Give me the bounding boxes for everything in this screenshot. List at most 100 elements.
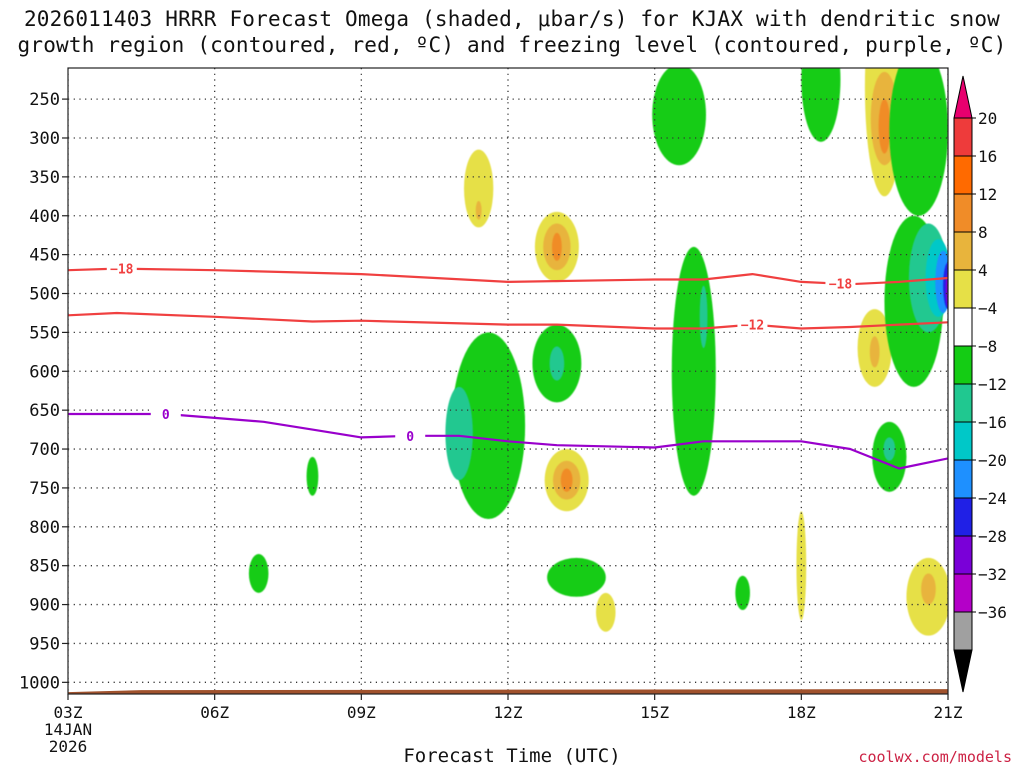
y-tick-label-650: 650 xyxy=(29,401,60,421)
colorbar-swatch-4 xyxy=(953,269,973,309)
colorbar-swatch-2 xyxy=(953,193,973,233)
colorbar-label-6: −8 xyxy=(978,337,997,356)
omega-region-21 xyxy=(652,68,706,166)
colorbar-swatch-1 xyxy=(953,155,973,195)
omega-region-7 xyxy=(878,99,891,154)
contour-label--12-0: −12 xyxy=(741,319,764,334)
colorbar-label-7: −12 xyxy=(978,375,1007,394)
colorbar-label-8: −16 xyxy=(978,413,1007,432)
omega-region-1 xyxy=(475,200,482,220)
omega-region-13 xyxy=(596,592,616,632)
x-tick-label-12Z: 12Z xyxy=(494,703,523,722)
omega-region-9 xyxy=(869,336,880,368)
omega-region-37 xyxy=(547,557,606,597)
y-tick-label-700: 700 xyxy=(29,440,60,460)
x-tick-label-15Z: 15Z xyxy=(640,703,669,722)
y-tick-label-850: 850 xyxy=(29,557,60,577)
omega-region-4 xyxy=(552,232,562,261)
y-tick-label-300: 300 xyxy=(29,129,60,149)
colorbar-label-0: 20 xyxy=(978,109,997,128)
x-tick-label-06Z: 06Z xyxy=(200,703,229,722)
contour-label-bg--18-0 xyxy=(106,260,137,277)
x-tick-label-18Z: 18Z xyxy=(787,703,816,722)
colorbar-swatch-0 xyxy=(953,117,973,157)
colorbar-swatch-13 xyxy=(953,611,973,651)
colorbar-swatch-12 xyxy=(953,573,973,613)
y-tick-label-750: 750 xyxy=(29,479,60,499)
colorbar-swatch-8 xyxy=(953,421,973,461)
omega-region-35 xyxy=(248,554,269,593)
contour-label-bg--18-1 xyxy=(825,275,856,292)
chart-title: 2026011403 HRRR Forecast Omega (shaded, … xyxy=(0,6,1024,58)
colorbar-label-2: 12 xyxy=(978,185,997,204)
contours-layer: −18 −18 −12 0 0 xyxy=(68,260,948,470)
omega-region-14 xyxy=(796,511,807,621)
colorbar-swatch-10 xyxy=(953,497,973,537)
y-tick-label-350: 350 xyxy=(29,168,60,188)
omega-region-17 xyxy=(451,332,526,520)
y-tick-label-400: 400 xyxy=(29,207,60,227)
terrain-fill xyxy=(68,689,948,694)
colorbar: 20 16 12 8 4 −4 −8 −12 −16 −20 −24 −28 −32 −36 xyxy=(953,75,1007,693)
contour-label--18-0: −18 xyxy=(110,263,134,278)
colorbar-label-4: 4 xyxy=(978,261,988,280)
colorbar-top-arrow xyxy=(953,75,973,119)
y-tick-label-800: 800 xyxy=(29,518,60,538)
y-tick-label-500: 500 xyxy=(29,285,60,305)
contour-label-0-0: 0 xyxy=(162,408,170,423)
colorbar-bottom-arrow xyxy=(953,649,973,693)
contour-label-0-1: 0 xyxy=(406,430,414,445)
omega-region-25 xyxy=(889,68,948,216)
x-axis-label: Forecast Time (UTC) xyxy=(403,745,621,767)
x-tick-label-09Z: 09Z xyxy=(347,703,376,722)
y-tick-label-1000: 1000 xyxy=(19,673,60,693)
x-tick-label-03Z: 03Z xyxy=(54,703,83,722)
contour-label-bg--12-0 xyxy=(737,316,768,333)
contour-label-bg-0-1 xyxy=(395,427,426,444)
x-date-label-1: 2026 xyxy=(49,737,88,756)
colorbar-swatch-9 xyxy=(953,459,973,499)
chart-title-line-1: 2026011403 HRRR Forecast Omega (shaded, … xyxy=(23,7,1001,31)
y-tick-label-450: 450 xyxy=(29,246,60,266)
omega-region-36 xyxy=(735,575,751,611)
y-axis: 250 300 350 400 450 500 550 600 650 700 750 800 850 9… xyxy=(19,90,68,693)
contour-label--18-1: −18 xyxy=(829,278,853,293)
omega-region-16 xyxy=(921,573,936,605)
source-credit: coolwx.com/models xyxy=(858,748,1012,766)
colorbar-swatch-6 xyxy=(953,345,973,385)
x-tick-label-21Z: 21Z xyxy=(934,703,963,722)
omega-region-20 xyxy=(549,346,565,381)
plot-area: −18 −18 −12 0 0 xyxy=(68,68,948,694)
x-date-label-0: 14JAN xyxy=(44,720,92,739)
omega-region-0 xyxy=(464,149,494,228)
omega-region-34 xyxy=(306,456,319,496)
colorbar-swatch-7 xyxy=(953,383,973,423)
omega-region-31 xyxy=(945,272,948,307)
colorbar-swatch-3 xyxy=(953,231,973,271)
colorbar-label-11: −28 xyxy=(978,527,1007,546)
contour-line-0 xyxy=(68,412,948,470)
colorbar-label-10: −24 xyxy=(978,489,1007,508)
omega-region-24 xyxy=(801,68,841,142)
omega-shading-layer xyxy=(248,68,948,636)
colorbar-label-3: 8 xyxy=(978,223,988,242)
contour-line--12 xyxy=(68,311,948,330)
colorbar-label-5: −4 xyxy=(978,299,997,318)
colorbar-label-12: −32 xyxy=(978,565,1007,584)
chart-title-line-2: growth region (contoured, red, ºC) and f… xyxy=(17,33,1007,57)
terrain-layer xyxy=(68,689,948,694)
colorbar-label-1: 16 xyxy=(978,147,997,166)
y-tick-label-250: 250 xyxy=(29,90,60,110)
y-tick-label-600: 600 xyxy=(29,362,60,382)
colorbar-swatch-5 xyxy=(953,307,973,347)
omega-region-12 xyxy=(560,468,573,492)
y-tick-label-950: 950 xyxy=(29,634,60,654)
colorbar-label-13: −36 xyxy=(978,603,1007,622)
colorbar-label-9: −20 xyxy=(978,451,1007,470)
colorbar-swatch-11 xyxy=(953,535,973,575)
omega-region-23 xyxy=(699,285,708,348)
y-tick-label-550: 550 xyxy=(29,323,60,343)
y-tick-label-900: 900 xyxy=(29,596,60,616)
